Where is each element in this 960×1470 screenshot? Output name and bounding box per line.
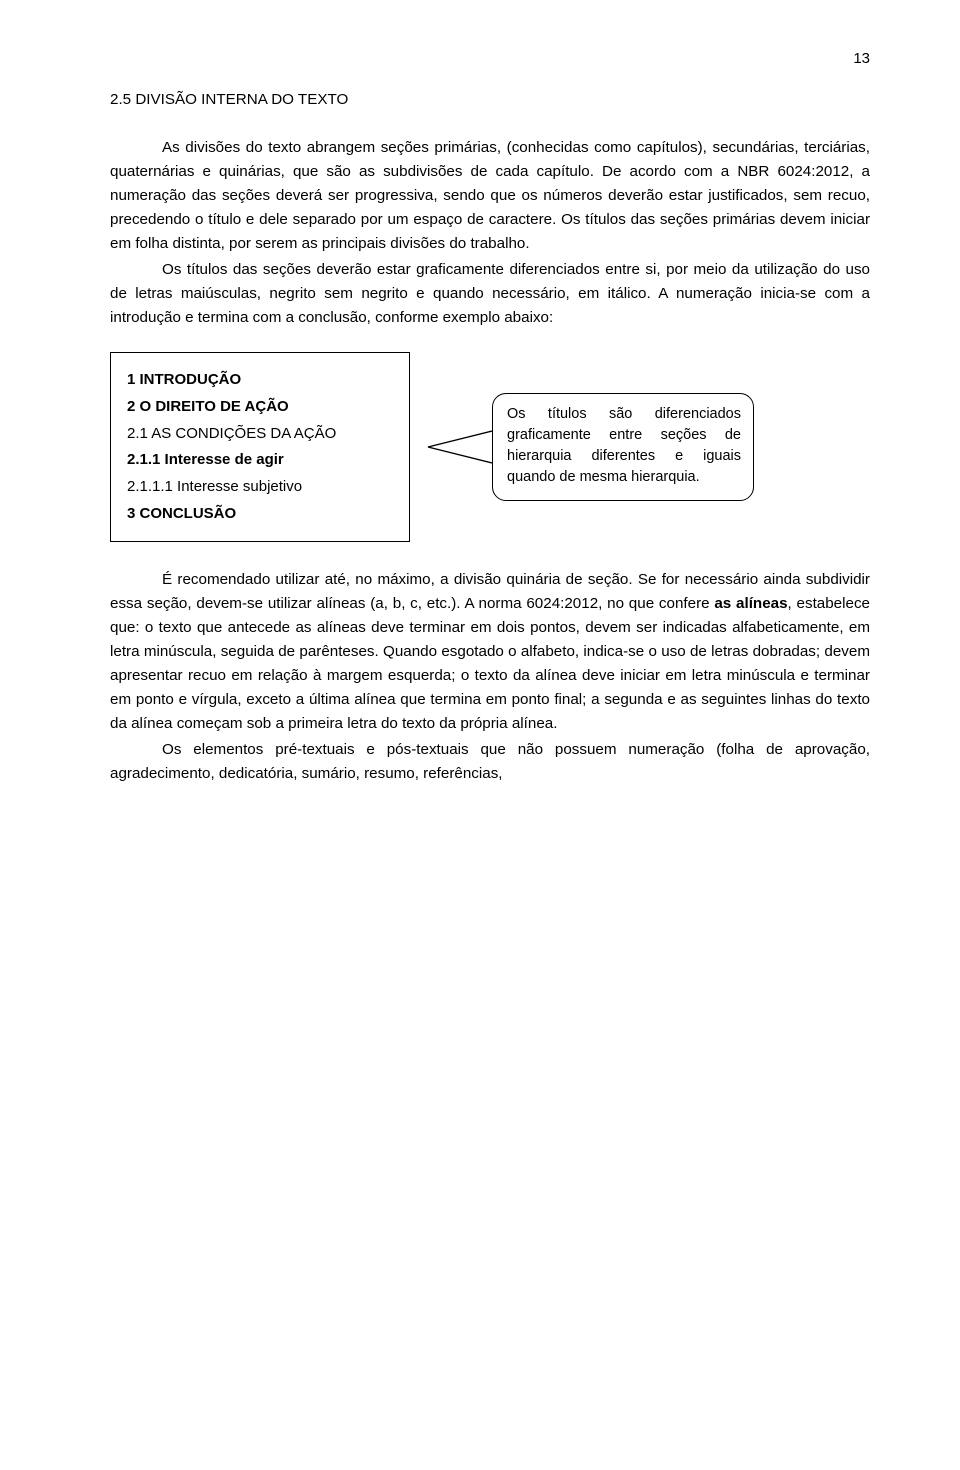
paragraph-2: Os títulos das seções deverão estar graf… [110, 258, 870, 330]
page-number: 13 [110, 50, 870, 67]
toc-line-6: 3 CONCLUSÃO [127, 501, 391, 528]
toc-line-3: 2.1 AS CONDIÇÕES DA AÇÃO [127, 421, 391, 448]
paragraph-1: As divisões do texto abrangem seções pri… [110, 136, 870, 256]
p3-bold: as alíneas [714, 595, 787, 612]
toc-line-5: 2.1.1.1 Interesse subjetivo [127, 474, 391, 501]
section-title: 2.5 DIVISÃO INTERNA DO TEXTO [110, 91, 870, 108]
example-row: 1 INTRODUÇÃO 2 O DIREITO DE AÇÃO 2.1 AS … [110, 352, 870, 542]
p3-post: , estabelece que: o texto que antecede a… [110, 595, 870, 732]
paragraph-3: É recomendado utilizar até, no máximo, a… [110, 568, 870, 736]
callout-box: Os títulos são diferenciados graficament… [492, 393, 754, 501]
toc-box: 1 INTRODUÇÃO 2 O DIREITO DE AÇÃO 2.1 AS … [110, 352, 410, 542]
toc-line-4: 2.1.1 Interesse de agir [127, 447, 391, 474]
toc-line-1: 1 INTRODUÇÃO [127, 367, 391, 394]
callout-connector [410, 417, 492, 477]
toc-line-2: 2 O DIREITO DE AÇÃO [127, 394, 391, 421]
paragraph-4: Os elementos pré-textuais e pós-textuais… [110, 738, 870, 786]
